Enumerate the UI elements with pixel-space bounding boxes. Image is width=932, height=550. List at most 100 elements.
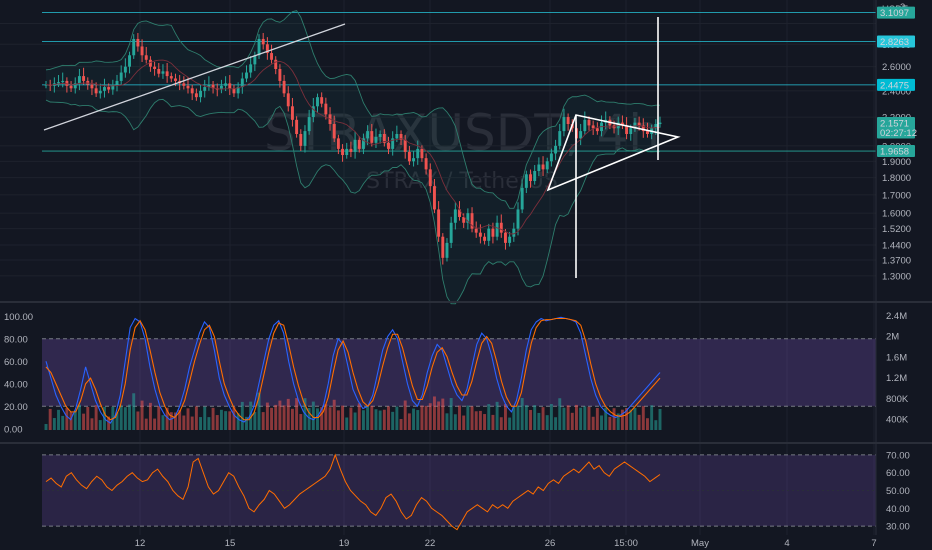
- volume-bar: [508, 417, 512, 430]
- volume-bar: [562, 407, 566, 430]
- time-tick-label: 15:00: [614, 538, 638, 549]
- volume-bar: [416, 410, 420, 430]
- time-tick-label: 7: [871, 538, 876, 549]
- candle-body: [132, 38, 136, 56]
- candle-body: [311, 106, 315, 118]
- volume-bar: [437, 401, 441, 430]
- volume-bar: [403, 400, 407, 430]
- volume-bar: [174, 412, 177, 430]
- volume-tick-label: 2M: [886, 332, 899, 343]
- price-label-text: 2.8263: [880, 37, 909, 48]
- stoch-d-line: [45, 317, 661, 421]
- volume-bar: [178, 409, 182, 430]
- chart-drawings[interactable]: [43, 17, 681, 278]
- candle-body: [445, 242, 449, 258]
- stoch-tick-label: 80.00: [4, 334, 28, 345]
- volume-bar: [366, 405, 370, 430]
- volume-bar: [378, 410, 382, 430]
- volume-bar: [207, 417, 211, 430]
- volume-bar: [616, 413, 620, 430]
- volume-bar: [503, 404, 507, 430]
- price-label-box: [877, 6, 915, 19]
- candle-body: [449, 222, 453, 243]
- bollinger-lower: [45, 98, 660, 305]
- volume-bar: [583, 406, 587, 430]
- volume-bar: [240, 401, 244, 430]
- price-tick-label: 1.5200: [882, 224, 911, 235]
- candle-body: [399, 134, 403, 140]
- volume-bar: [449, 398, 453, 430]
- candle-body: [441, 236, 445, 258]
- candle-body: [533, 171, 537, 182]
- volume-bar: [316, 408, 319, 430]
- volume-bar: [257, 392, 261, 430]
- time-axis[interactable]: 12 15 19 22 26 15:00 May 4 7: [135, 538, 877, 549]
- stoch-tick-label: 0.00: [4, 424, 23, 435]
- volume-bar: [361, 410, 365, 430]
- candle-body: [520, 187, 524, 210]
- volume-bar: [549, 404, 553, 430]
- candle-body: [462, 216, 466, 223]
- candle-body: [503, 232, 507, 243]
- bollinger-basis: [45, 59, 660, 235]
- candle-body: [336, 138, 340, 149]
- volume-bar: [487, 404, 491, 430]
- stoch-rsi-axis[interactable]: 100.00 80.00 60.00 40.00 20.00 0.00: [4, 312, 33, 436]
- time-tick-label: 4: [784, 538, 789, 549]
- candle-body: [403, 139, 407, 152]
- volume-bar: [604, 407, 608, 430]
- rsi-axis[interactable]: 70.00 60.00 50.00 40.00 30.00: [886, 450, 910, 532]
- volume-bar: [541, 407, 545, 430]
- price-tick-label: 1.3700: [882, 256, 911, 267]
- volume-bar: [115, 412, 119, 430]
- candle-body: [583, 119, 587, 132]
- candle-body: [491, 228, 495, 237]
- volume-bar: [566, 405, 570, 430]
- volume-bar: [144, 418, 148, 430]
- candle-body: [374, 136, 378, 143]
- volume-bar: [382, 409, 386, 430]
- volume-bar: [374, 409, 378, 430]
- time-tick-label: May: [691, 538, 709, 549]
- candle-body: [382, 134, 386, 143]
- candle-body: [412, 158, 416, 162]
- volume-bar: [307, 408, 311, 430]
- price-label-box: [877, 35, 915, 48]
- price-label-box: [877, 117, 915, 130]
- candle-body: [654, 124, 658, 129]
- candle-body: [378, 134, 382, 137]
- time-tick-label: 26: [545, 538, 556, 549]
- volume-bar: [211, 407, 215, 430]
- candle-body: [545, 161, 549, 170]
- price-label-text: 2.1571: [880, 119, 909, 130]
- candle-body: [620, 122, 624, 126]
- volume-bar: [274, 404, 278, 430]
- candle-body: [299, 134, 303, 146]
- price-tick-label: 1.3000: [882, 271, 911, 282]
- candle-body: [282, 80, 286, 94]
- volume-bar: [483, 414, 487, 430]
- candle-body: [182, 83, 186, 86]
- candle-body: [474, 228, 478, 233]
- volume-bar: [641, 406, 645, 430]
- volume-bar: [57, 409, 60, 430]
- volume-bar: [650, 405, 654, 430]
- candle-body: [562, 117, 566, 132]
- candle-body: [290, 106, 294, 120]
- volume-bar: [512, 405, 516, 430]
- candle-body: [128, 55, 131, 67]
- volume-bar: [336, 410, 340, 430]
- candle-body: [529, 174, 532, 182]
- volume-bar: [203, 406, 207, 430]
- candle-body: [169, 76, 173, 79]
- volume-bar: [554, 417, 558, 430]
- candle-body: [407, 151, 411, 162]
- price-label-text: 02:27:12: [880, 128, 917, 139]
- candle-body: [499, 222, 503, 233]
- candle-body: [428, 169, 432, 187]
- candle-body: [432, 186, 436, 210]
- candle-body: [245, 72, 248, 79]
- candle-body: [236, 87, 240, 94]
